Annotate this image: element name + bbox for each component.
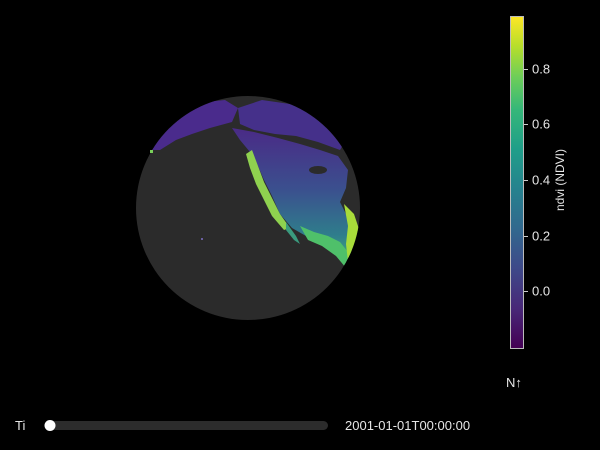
colorbar: 0.0 0.2 0.4 0.6 0.8: [508, 14, 578, 350]
colorbar-tick-label: 0.4: [532, 172, 551, 188]
time-slider-thumb[interactable]: [44, 420, 56, 431]
west-coast-vegetation: [246, 150, 290, 230]
central-america-vegetation: [300, 226, 352, 268]
colorbar-gradient: [510, 16, 524, 349]
time-slider-value: 2001-01-01T00:00:00: [345, 418, 471, 433]
colorbar-tick: [524, 124, 528, 126]
hawaii-island: [201, 238, 203, 240]
colorbar-tick: [524, 291, 528, 293]
colorbar-tick-label: 0.6: [532, 116, 551, 132]
colorbar-tick: [524, 235, 528, 237]
baja-peninsula: [286, 222, 300, 244]
colorbar-tick-label: 0.8: [532, 61, 551, 77]
time-slider-track[interactable]: [46, 421, 328, 430]
great-lakes: [309, 166, 327, 174]
colorbar-tick-label: 0.2: [532, 228, 551, 244]
north-america-landmass: [232, 128, 356, 262]
arctic-landmass: [238, 100, 346, 150]
alaska-landmass: [150, 100, 238, 150]
time-slider-label: Ti: [15, 418, 26, 433]
aleutian-island: [150, 150, 153, 153]
colorbar-tick: [524, 68, 528, 70]
north-arrow-label: N↑: [506, 375, 522, 390]
colorbar-title: ndvi (NDVI): [553, 148, 567, 212]
colorbar-tick-label: 0.0: [532, 283, 551, 299]
colorbar-tick: [524, 180, 528, 182]
